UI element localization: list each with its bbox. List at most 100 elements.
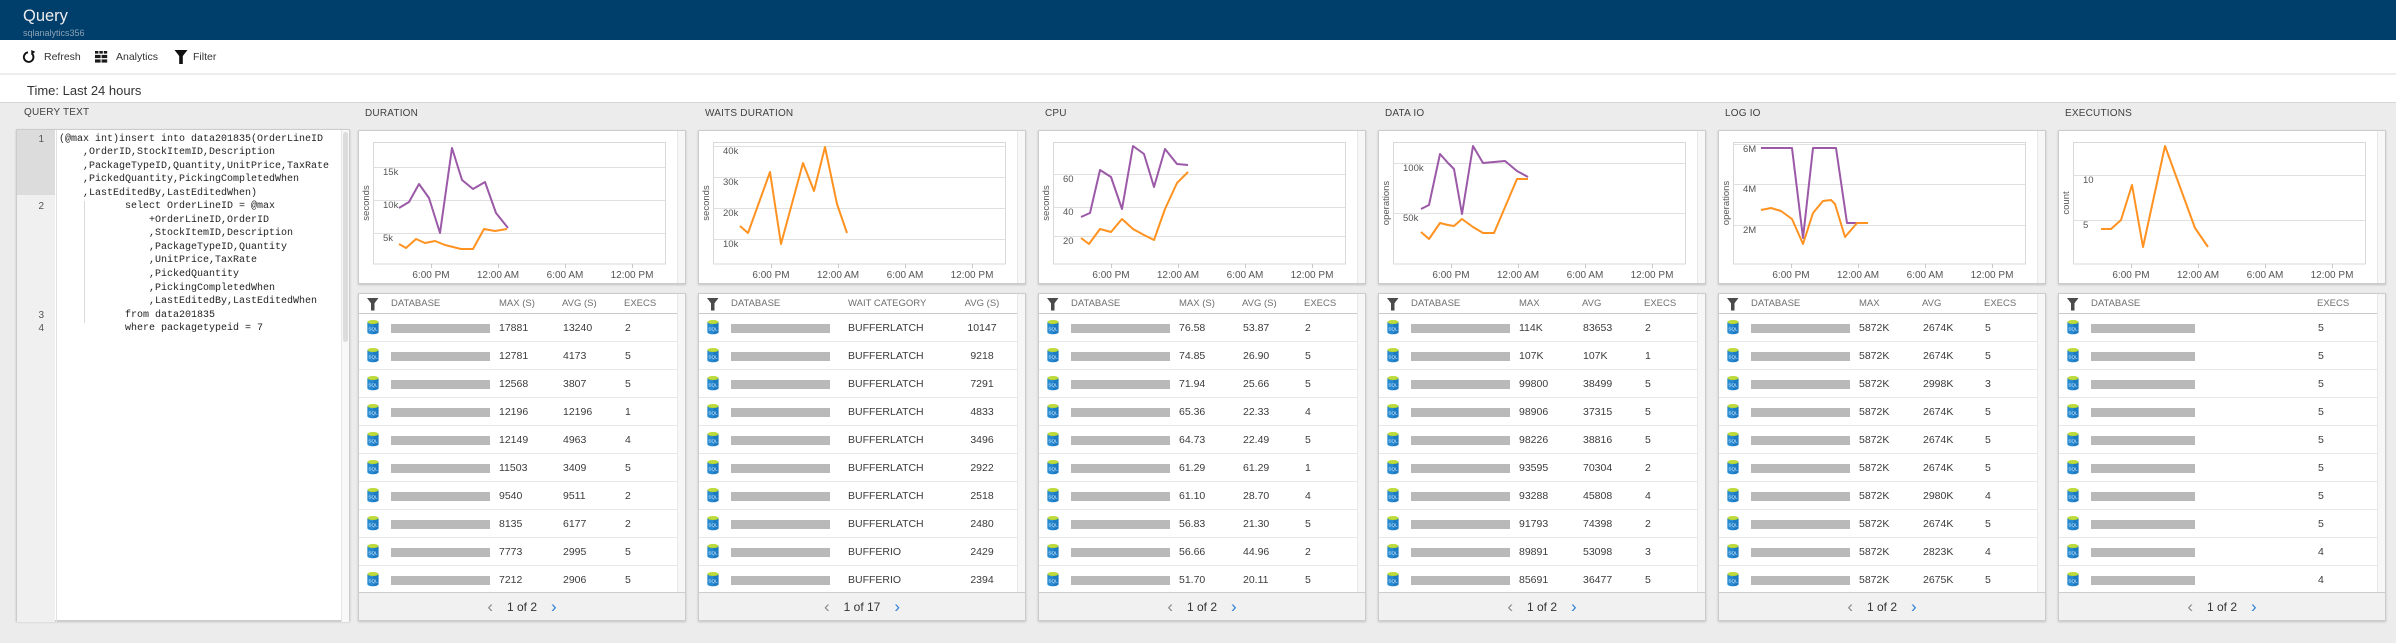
svg-text:SQL: SQL [1388, 439, 1398, 444]
svg-text:6:00 PM: 6:00 PM [752, 270, 789, 281]
svg-text:SQL: SQL [708, 551, 718, 556]
svg-text:40: 40 [1063, 207, 1074, 218]
svg-text:12:00 AM: 12:00 AM [2177, 270, 2219, 281]
svg-text:12:00 AM: 12:00 AM [817, 270, 859, 281]
svg-text:6M: 6M [1743, 144, 1756, 155]
svg-text:SQL: SQL [1728, 439, 1738, 444]
svg-text:SQL: SQL [2068, 383, 2078, 388]
svg-text:12:00 AM: 12:00 AM [1497, 270, 1539, 281]
svg-text:SQL: SQL [1048, 355, 1058, 360]
svg-text:SQL: SQL [2068, 327, 2078, 332]
svg-text:SQL: SQL [368, 355, 378, 360]
svg-text:SQL: SQL [2068, 411, 2078, 416]
svg-text:SQL: SQL [1728, 551, 1738, 556]
svg-text:SQL: SQL [1728, 411, 1738, 416]
svg-text:4M: 4M [1743, 184, 1756, 195]
svg-text:20: 20 [1063, 236, 1074, 247]
svg-text:seconds: seconds [701, 185, 712, 221]
svg-text:SQL: SQL [708, 411, 718, 416]
svg-text:SQL: SQL [708, 467, 718, 472]
svg-text:10k: 10k [383, 200, 399, 211]
svg-text:SQL: SQL [1388, 551, 1398, 556]
svg-text:seconds: seconds [361, 185, 372, 221]
svg-text:SQL: SQL [1728, 355, 1738, 360]
svg-text:SQL: SQL [2068, 579, 2078, 584]
svg-text:SQL: SQL [1728, 495, 1738, 500]
svg-text:SQL: SQL [1388, 467, 1398, 472]
svg-text:6:00 PM: 6:00 PM [1772, 270, 1809, 281]
svg-text:SQL: SQL [2068, 467, 2078, 472]
svg-text:SQL: SQL [1728, 579, 1738, 584]
svg-text:12:00 PM: 12:00 PM [611, 270, 654, 281]
svg-text:15k: 15k [383, 167, 399, 178]
svg-text:12:00 PM: 12:00 PM [951, 270, 994, 281]
svg-text:count: count [2061, 191, 2072, 215]
svg-text:SQL: SQL [368, 523, 378, 528]
svg-text:6:00 AM: 6:00 AM [1907, 270, 1944, 281]
svg-text:12:00 PM: 12:00 PM [2311, 270, 2354, 281]
svg-text:12:00 AM: 12:00 AM [477, 270, 519, 281]
svg-text:SQL: SQL [1048, 327, 1058, 332]
svg-text:10: 10 [2083, 175, 2094, 186]
svg-text:SQL: SQL [368, 579, 378, 584]
svg-text:6:00 PM: 6:00 PM [1432, 270, 1469, 281]
svg-text:SQL: SQL [2068, 551, 2078, 556]
svg-text:SQL: SQL [2068, 495, 2078, 500]
svg-text:SQL: SQL [1388, 327, 1398, 332]
svg-text:SQL: SQL [708, 355, 718, 360]
svg-text:SQL: SQL [708, 327, 718, 332]
svg-text:SQL: SQL [368, 383, 378, 388]
svg-text:SQL: SQL [1048, 411, 1058, 416]
svg-text:6:00 PM: 6:00 PM [412, 270, 449, 281]
svg-text:SQL: SQL [1388, 579, 1398, 584]
svg-text:12:00 PM: 12:00 PM [1971, 270, 2014, 281]
svg-text:SQL: SQL [708, 439, 718, 444]
svg-text:5: 5 [2083, 220, 2088, 231]
svg-text:6:00 PM: 6:00 PM [2112, 270, 2149, 281]
svg-text:2M: 2M [1743, 225, 1756, 236]
svg-text:6:00 AM: 6:00 AM [547, 270, 584, 281]
svg-text:12:00 AM: 12:00 AM [1157, 270, 1199, 281]
svg-text:SQL: SQL [1048, 495, 1058, 500]
svg-text:SQL: SQL [368, 439, 378, 444]
svg-text:SQL: SQL [368, 551, 378, 556]
svg-text:SQL: SQL [1048, 439, 1058, 444]
svg-text:SQL: SQL [1048, 551, 1058, 556]
svg-text:SQL: SQL [368, 327, 378, 332]
svg-text:12:00 AM: 12:00 AM [1837, 270, 1879, 281]
svg-text:SQL: SQL [708, 495, 718, 500]
svg-text:SQL: SQL [1728, 467, 1738, 472]
svg-text:60: 60 [1063, 174, 1074, 185]
svg-text:SQL: SQL [1048, 523, 1058, 528]
svg-text:SQL: SQL [2068, 439, 2078, 444]
svg-text:SQL: SQL [1728, 327, 1738, 332]
svg-text:SQL: SQL [1388, 383, 1398, 388]
svg-text:5k: 5k [383, 233, 393, 244]
svg-text:SQL: SQL [1388, 495, 1398, 500]
svg-text:6:00 AM: 6:00 AM [2247, 270, 2284, 281]
svg-text:6:00 AM: 6:00 AM [1227, 270, 1264, 281]
svg-text:SQL: SQL [708, 523, 718, 528]
svg-text:SQL: SQL [1388, 523, 1398, 528]
svg-text:SQL: SQL [2068, 523, 2078, 528]
svg-text:SQL: SQL [708, 383, 718, 388]
svg-text:SQL: SQL [1388, 411, 1398, 416]
svg-text:seconds: seconds [1041, 185, 1052, 221]
svg-text:SQL: SQL [368, 467, 378, 472]
svg-text:operations: operations [1721, 181, 1732, 226]
svg-text:SQL: SQL [368, 411, 378, 416]
svg-text:10k: 10k [723, 239, 739, 250]
svg-text:SQL: SQL [1048, 467, 1058, 472]
svg-text:50k: 50k [1403, 213, 1419, 224]
svg-text:40k: 40k [723, 146, 739, 157]
svg-text:SQL: SQL [1728, 523, 1738, 528]
svg-text:20k: 20k [723, 208, 739, 219]
svg-text:6:00 AM: 6:00 AM [887, 270, 924, 281]
svg-text:SQL: SQL [2068, 355, 2078, 360]
svg-text:SQL: SQL [1048, 579, 1058, 584]
svg-text:operations: operations [1381, 181, 1392, 226]
svg-text:12:00 PM: 12:00 PM [1631, 270, 1674, 281]
svg-text:SQL: SQL [1728, 383, 1738, 388]
svg-text:SQL: SQL [1048, 383, 1058, 388]
svg-text:SQL: SQL [1388, 355, 1398, 360]
